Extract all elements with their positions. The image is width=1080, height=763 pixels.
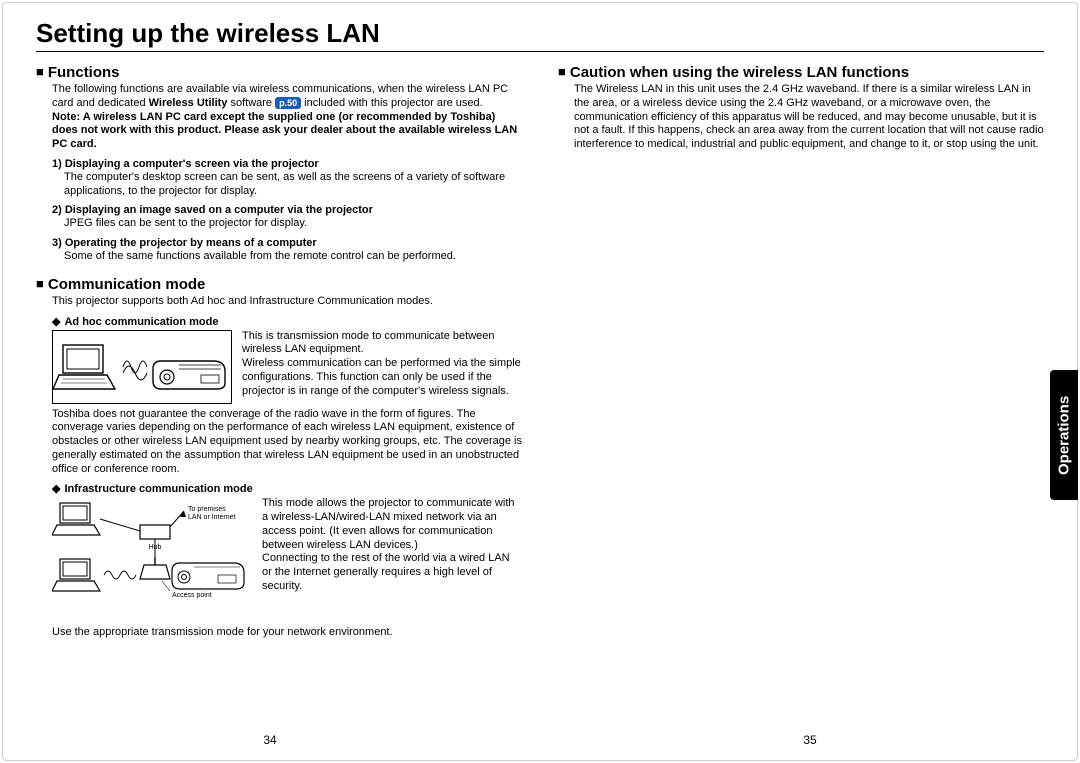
func-item-2-body: JPEG files can be sent to the projector … — [64, 217, 522, 231]
adhoc-row: This is transmission mode to communicate… — [52, 330, 522, 404]
comm-intro: This projector supports both Ad hoc and … — [52, 295, 522, 309]
side-tab-operations: Operations — [1050, 370, 1078, 500]
functions-intro: The following functions are available vi… — [52, 83, 522, 111]
adhoc-note: Toshiba does not guarantee the converage… — [52, 408, 522, 477]
caution-heading: ■Caution when using the wireless LAN fun… — [558, 64, 1044, 81]
title-rule — [36, 51, 1044, 52]
page-numbers: 34 35 — [0, 733, 1080, 747]
page-title: Setting up the wireless LAN — [36, 18, 1044, 49]
to-premises-label2: LAN or Internet — [188, 514, 236, 521]
func-item-1-title: 1) Displaying a computer's screen via th… — [52, 158, 522, 170]
adhoc-diagram — [52, 330, 232, 404]
right-column: ■Caution when using the wireless LAN fun… — [558, 60, 1044, 640]
infra-label: ◆Infrastructure communication mode — [52, 482, 522, 495]
content-columns: ■Functions The following functions are a… — [36, 60, 1044, 640]
func-item-3-title: 3) Operating the projector by means of a… — [52, 237, 522, 249]
functions-heading: ■Functions — [36, 64, 522, 81]
square-bullet-icon: ■ — [558, 64, 566, 79]
comm-footer: Use the appropriate transmission mode fo… — [52, 626, 522, 640]
comm-heading: ■Communication mode — [36, 276, 522, 293]
right-page-number: 35 — [803, 733, 816, 747]
page-ref-badge: p.50 — [275, 97, 301, 109]
diamond-bullet-icon: ◆ — [52, 316, 60, 328]
infra-row: Hub To premises LAN or Internet Access p… — [52, 497, 522, 622]
adhoc-label: ◆Ad hoc communication mode — [52, 315, 522, 328]
ap-label: Access point — [172, 592, 212, 599]
left-page-number: 34 — [263, 733, 276, 747]
infra-desc: This mode allows the projector to commun… — [262, 497, 522, 622]
infra-diagram: Hub To premises LAN or Internet Access p… — [52, 497, 252, 622]
func-item-3-body: Some of the same functions available fro… — [64, 250, 522, 264]
functions-note: Note: A wireless LAN PC card except the … — [52, 111, 522, 152]
square-bullet-icon: ■ — [36, 276, 44, 291]
func-item-1-body: The computer's desktop screen can be sen… — [64, 171, 522, 199]
caution-body: The Wireless LAN in this unit uses the 2… — [574, 83, 1044, 152]
left-column: ■Functions The following functions are a… — [36, 60, 522, 640]
square-bullet-icon: ■ — [36, 64, 44, 79]
adhoc-desc: This is transmission mode to communicate… — [242, 330, 522, 404]
to-premises-label: To premises — [188, 506, 226, 513]
diamond-bullet-icon: ◆ — [52, 483, 60, 495]
func-item-2-title: 2) Displaying an image saved on a comput… — [52, 204, 522, 216]
